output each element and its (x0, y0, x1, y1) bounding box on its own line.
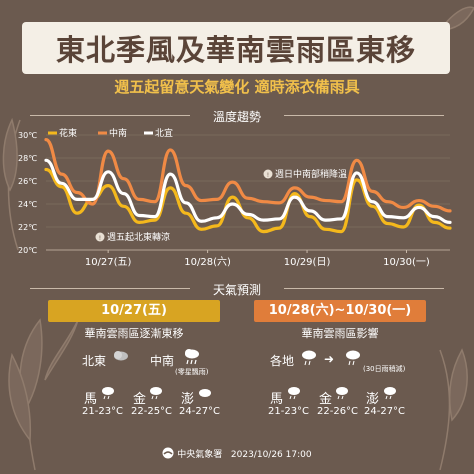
series-line-花東 (44, 167, 452, 234)
card2-description: 華南雲雨區影響 (301, 327, 379, 340)
divider-left (30, 288, 190, 289)
card2-note: (30日雨稍減) (363, 365, 406, 373)
y-tick-label: 22℃ (18, 223, 37, 232)
annotation-label: 週日中南部稍降溫 (275, 168, 347, 180)
card2-region-all: 各地 (270, 354, 295, 368)
series-line-中南 (44, 138, 452, 213)
y-tick-label: 20℃ (18, 246, 37, 255)
annotation-label: 週五起北東轉涼 (107, 231, 170, 243)
card1-region2-note: (零星飄雨) (175, 368, 209, 376)
annotation-marker-number: ! (267, 172, 269, 179)
cloud-rain-icon (288, 387, 300, 400)
arrow-icon: ➜ (324, 352, 335, 366)
city-penghu: 澎 (366, 392, 380, 407)
city-temp: 24-27°C (179, 406, 221, 417)
annotation-marker-number: ! (99, 235, 101, 242)
city-temp: 22-25°C (131, 406, 173, 417)
cloud-rain-icon (336, 387, 348, 400)
city-temp: 22-26°C (317, 406, 359, 417)
x-tick-label: 10/28(六) (184, 256, 231, 268)
city-temp: 21-23°C (82, 406, 124, 417)
temperature-chart: 20℃ 22℃ 24℃ 26℃ 28℃ 30℃ 10/27(五) 10/28(六) 10/29(… (18, 125, 458, 275)
city-penghu: 澎 (181, 392, 195, 407)
divider-right (284, 115, 444, 116)
cloud-icon (199, 389, 211, 397)
footer: 中央氣象署 2023/10/26 17:00 (0, 447, 474, 460)
title-banner: 東北季風及華南雲雨區東移 (22, 22, 450, 74)
cloud-rain-icon (302, 350, 316, 366)
card2-date-header: 10/28(六)~10/30(一) (254, 300, 426, 322)
city-kinmen: 金 (133, 392, 147, 407)
cloud-rain-icon (150, 387, 162, 400)
legend-label: 北宜 (155, 127, 173, 139)
footer-datetime: 2023/10/26 17:00 (230, 450, 312, 460)
y-tick-label: 28℃ (18, 154, 37, 163)
legend-label: 中南 (109, 127, 127, 139)
city-matsu: 馬 (84, 392, 98, 407)
annotation-marker (95, 232, 105, 242)
cloud-icon (114, 351, 128, 361)
temp-section-header: 溫度趨勢 (0, 108, 474, 125)
x-tick-label: 10/27(五) (85, 257, 132, 268)
temperature-chart-svg: 20℃ 22℃ 24℃ 26℃ 28℃ 30℃ 10/27(五) 10/28(六) 10/29(… (18, 127, 452, 268)
divider-right (284, 288, 444, 289)
city-matsu: 馬 (270, 392, 284, 407)
annotation-marker (263, 169, 273, 179)
cloud-rain-icon (185, 349, 199, 365)
card1-region-central-south: 中南 (150, 354, 175, 368)
city-temp: 21-23°C (268, 406, 310, 417)
page-subtitle: 週五起留意天氣變化 適時添衣備雨具 (114, 78, 360, 96)
x-tick-label: 10/29(日) (284, 257, 331, 268)
city-kinmen: 金 (319, 392, 333, 407)
card1-description: 華南雲雨區逐漸東移 (84, 327, 184, 340)
footer-agency: 中央氣象署 (177, 450, 223, 460)
forecast-section-label: 天氣預測 (212, 283, 261, 297)
cloud-rain-icon (384, 387, 396, 400)
temp-section-label: 溫度趨勢 (212, 110, 261, 124)
page-title: 東北季風及華南雲雨區東移 (55, 33, 416, 67)
y-tick-label: 24℃ (18, 200, 37, 209)
forecast-section-header: 天氣預測 (0, 281, 474, 298)
cloud-rain-icon (346, 350, 360, 366)
series-line-北宜 (44, 158, 452, 224)
y-tick-label: 30℃ (18, 131, 37, 140)
cloud-rain-icon (102, 387, 114, 400)
legend-label: 花東 (59, 127, 77, 139)
x-tick-label: 10/30(一) (383, 257, 430, 268)
card1-region-north-east: 北東 (82, 354, 107, 368)
cwa-logo-icon (162, 447, 174, 459)
city-temp: 24-27°C (364, 406, 406, 417)
y-tick-label: 26℃ (18, 177, 37, 186)
divider-left (30, 115, 190, 116)
card1-date-header: 10/27(五) (48, 300, 220, 322)
